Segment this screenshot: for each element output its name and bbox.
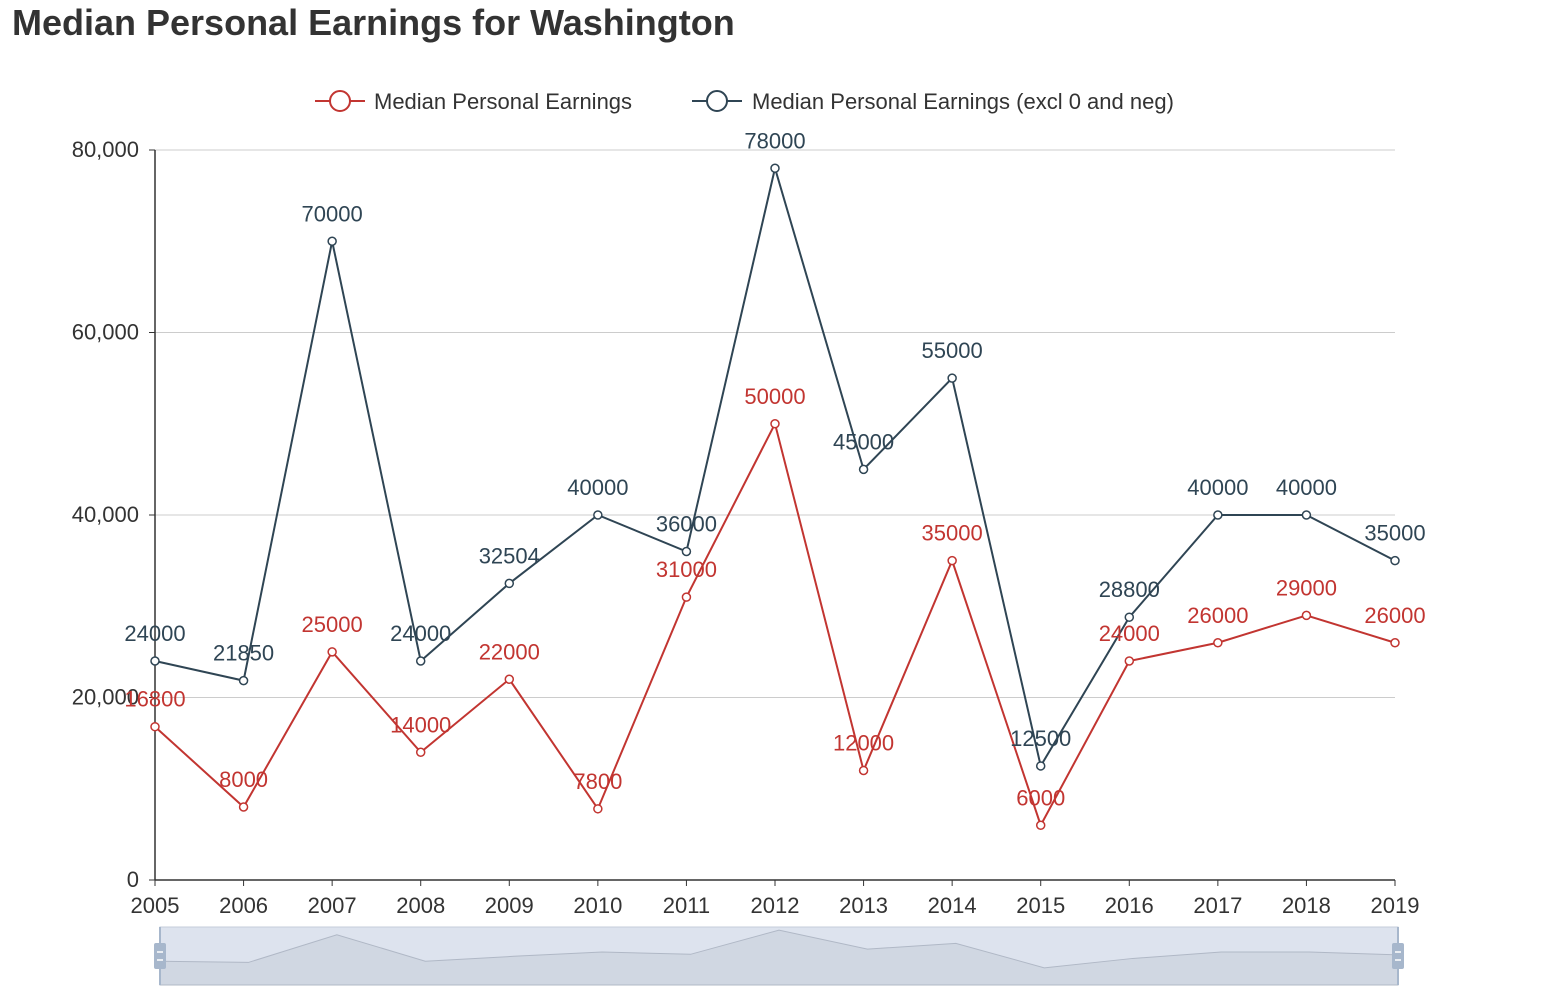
legend-item[interactable]: Median Personal Earnings xyxy=(315,89,632,114)
data-label: 40000 xyxy=(1187,475,1248,500)
x-tick-label: 2015 xyxy=(1016,893,1065,918)
data-label: 36000 xyxy=(656,512,717,537)
legend[interactable]: Median Personal Earnings Median Personal … xyxy=(315,89,1174,114)
data-label: 12500 xyxy=(1010,726,1071,751)
x-tick-label: 2016 xyxy=(1105,893,1154,918)
data-point xyxy=(504,674,515,684)
x-tick-label: 2011 xyxy=(663,893,710,918)
data-point xyxy=(238,675,249,686)
data-label: 35000 xyxy=(1364,521,1425,546)
x-tick-label: 2006 xyxy=(219,893,268,918)
chart-title: Median Personal Earnings for Washington xyxy=(12,2,735,43)
data-point xyxy=(1301,510,1312,520)
data-label: 45000 xyxy=(833,429,894,454)
data-point xyxy=(1213,638,1223,648)
data-point xyxy=(504,578,515,589)
axes: 0 20,000 40,000 60,000 80,000 2005 2006 2007 200… xyxy=(72,137,1420,918)
data-zoom-slider[interactable] xyxy=(154,926,1404,986)
data-label: 50000 xyxy=(744,384,805,409)
x-tick-label: 2014 xyxy=(928,893,977,918)
data-point xyxy=(770,163,780,173)
data-label: 24000 xyxy=(390,621,451,646)
data-point xyxy=(150,656,160,666)
data-label: 35000 xyxy=(922,521,983,546)
zoom-preview-area xyxy=(159,929,1399,986)
data-point xyxy=(1124,612,1135,622)
data-label: 24000 xyxy=(124,621,185,646)
data-label: 26000 xyxy=(1187,603,1248,628)
legend-item[interactable]: Median Personal Earnings (excl 0 and neg… xyxy=(692,89,1174,114)
data-label: 25000 xyxy=(302,612,363,637)
data-point xyxy=(1124,656,1135,666)
data-point xyxy=(858,464,869,475)
data-point xyxy=(327,236,337,246)
x-tick-label: 2005 xyxy=(131,893,180,918)
zoom-handle-right[interactable] xyxy=(1392,943,1404,969)
data-label: 32504 xyxy=(479,543,540,568)
data-point xyxy=(238,802,249,812)
y-tick-label: 0 xyxy=(127,867,139,892)
x-tick-label: 2018 xyxy=(1282,893,1331,918)
data-label: 31000 xyxy=(656,557,717,582)
x-tick-label: 2012 xyxy=(751,893,800,918)
data-label: 29000 xyxy=(1276,575,1337,600)
data-point xyxy=(1035,761,1046,771)
data-point xyxy=(681,592,692,602)
data-point xyxy=(593,510,603,520)
data-point xyxy=(1035,820,1046,830)
data-labels: 16800 8000 25000 14000 22000 7800 31000 50000 12… xyxy=(124,128,1425,810)
x-tick-label: 2007 xyxy=(308,893,357,918)
y-tick-label: 20,000 xyxy=(72,685,139,710)
legend-label: Median Personal Earnings (excl 0 and neg… xyxy=(752,89,1174,114)
data-point xyxy=(327,647,337,657)
data-label: 78000 xyxy=(744,128,805,153)
data-point xyxy=(947,555,957,566)
legend-marker xyxy=(706,90,728,112)
data-label: 70000 xyxy=(302,201,363,226)
data-label: 21850 xyxy=(213,641,274,666)
x-tick-label: 2010 xyxy=(573,893,622,918)
data-label: 8000 xyxy=(219,767,268,792)
data-label: 28800 xyxy=(1099,577,1160,602)
data-point xyxy=(593,804,603,814)
data-label: 7800 xyxy=(573,769,622,794)
data-label: 22000 xyxy=(479,639,540,664)
legend-marker xyxy=(329,90,351,112)
data-point xyxy=(1301,610,1312,621)
data-point xyxy=(150,721,160,732)
data-label: 14000 xyxy=(390,712,451,737)
data-point xyxy=(1213,510,1223,520)
x-tick-label: 2019 xyxy=(1371,893,1420,918)
data-label: 40000 xyxy=(1276,475,1337,500)
y-tick-label: 60,000 xyxy=(72,320,139,345)
data-point xyxy=(770,419,780,429)
x-tick-label: 2013 xyxy=(839,893,888,918)
data-point xyxy=(681,546,692,557)
data-label: 40000 xyxy=(567,475,628,500)
x-tick-label: 2017 xyxy=(1193,893,1242,918)
data-label: 24000 xyxy=(1099,621,1160,646)
data-point xyxy=(1390,555,1400,566)
legend-label: Median Personal Earnings xyxy=(374,89,632,114)
data-point xyxy=(415,656,426,666)
data-point xyxy=(1390,638,1400,648)
series-lines xyxy=(150,163,1400,830)
x-tick-label: 2009 xyxy=(485,893,534,918)
x-tick-label: 2008 xyxy=(396,893,445,918)
series-line xyxy=(154,164,1396,769)
y-tick-label: 40,000 xyxy=(72,502,139,527)
data-label: 12000 xyxy=(833,731,894,756)
data-label: 55000 xyxy=(922,338,983,363)
data-point xyxy=(858,765,869,776)
zoom-handle-left[interactable] xyxy=(154,943,166,969)
data-label: 6000 xyxy=(1016,785,1065,810)
data-point xyxy=(415,747,426,757)
grid-lines xyxy=(155,149,1395,698)
data-point xyxy=(947,373,957,383)
y-tick-label: 80,000 xyxy=(72,137,139,162)
data-label: 26000 xyxy=(1364,603,1425,628)
data-label: 16800 xyxy=(124,687,185,712)
